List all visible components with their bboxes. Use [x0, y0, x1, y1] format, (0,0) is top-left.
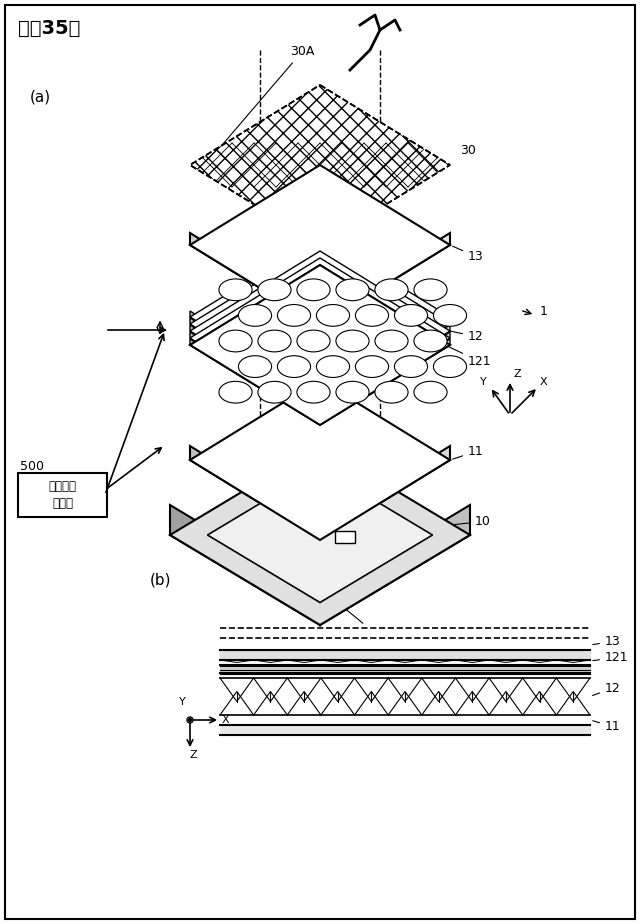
Polygon shape: [320, 339, 450, 425]
Ellipse shape: [355, 356, 388, 378]
Text: 10: 10: [452, 515, 491, 528]
Polygon shape: [170, 445, 470, 625]
Ellipse shape: [239, 305, 271, 326]
Text: Z: Z: [189, 750, 197, 760]
Text: 20: 20: [302, 537, 341, 563]
Polygon shape: [190, 244, 450, 404]
Polygon shape: [190, 265, 450, 425]
Ellipse shape: [297, 330, 330, 352]
Polygon shape: [320, 318, 450, 404]
Polygon shape: [190, 339, 320, 425]
Polygon shape: [190, 233, 320, 325]
Polygon shape: [320, 311, 450, 397]
Ellipse shape: [316, 305, 349, 326]
Ellipse shape: [297, 279, 330, 300]
Ellipse shape: [219, 279, 252, 300]
Ellipse shape: [394, 305, 428, 326]
Text: 30A: 30A: [207, 45, 314, 163]
Text: X: X: [222, 715, 230, 725]
Ellipse shape: [414, 382, 447, 403]
Ellipse shape: [336, 330, 369, 352]
Text: 13: 13: [452, 246, 484, 263]
Ellipse shape: [277, 356, 310, 378]
Text: X: X: [540, 377, 548, 387]
Ellipse shape: [433, 305, 467, 326]
Polygon shape: [320, 505, 470, 625]
Text: 表示位置
変更部: 表示位置 変更部: [49, 480, 77, 510]
Ellipse shape: [258, 382, 291, 403]
Polygon shape: [207, 468, 433, 602]
Circle shape: [187, 717, 193, 723]
Polygon shape: [190, 251, 450, 411]
Bar: [335, 531, 355, 543]
Polygon shape: [190, 325, 320, 411]
Ellipse shape: [433, 356, 467, 378]
Polygon shape: [170, 505, 320, 625]
Ellipse shape: [336, 279, 369, 300]
Polygon shape: [190, 237, 450, 397]
Circle shape: [189, 719, 191, 722]
Text: 121: 121: [593, 651, 628, 664]
Text: 1: 1: [540, 305, 548, 318]
Ellipse shape: [239, 356, 271, 378]
Text: 11: 11: [452, 445, 484, 459]
FancyBboxPatch shape: [18, 473, 107, 517]
Text: Z: Z: [513, 369, 520, 379]
Ellipse shape: [336, 382, 369, 403]
Polygon shape: [190, 165, 450, 325]
Text: Y: Y: [179, 697, 186, 707]
Polygon shape: [190, 258, 450, 418]
Text: 12: 12: [448, 330, 484, 343]
Ellipse shape: [375, 382, 408, 403]
Text: 》図35》: 》図35》: [18, 19, 81, 38]
Polygon shape: [190, 332, 320, 418]
Ellipse shape: [297, 382, 330, 403]
Text: 13: 13: [593, 635, 621, 648]
Text: 12: 12: [593, 682, 621, 696]
Polygon shape: [190, 318, 320, 404]
Text: Y: Y: [480, 377, 487, 387]
Ellipse shape: [375, 330, 408, 352]
Text: 500: 500: [20, 460, 44, 473]
Ellipse shape: [414, 279, 447, 300]
Text: 11: 11: [593, 720, 621, 733]
Polygon shape: [320, 233, 450, 325]
Ellipse shape: [355, 305, 388, 326]
Polygon shape: [190, 380, 450, 540]
Text: 30,30A: 30,30A: [315, 595, 363, 623]
Polygon shape: [320, 332, 450, 418]
Ellipse shape: [258, 330, 291, 352]
Ellipse shape: [414, 330, 447, 352]
Ellipse shape: [258, 279, 291, 300]
Text: 121: 121: [447, 346, 492, 368]
Ellipse shape: [277, 305, 310, 326]
Ellipse shape: [219, 382, 252, 403]
Text: (a): (a): [30, 89, 51, 104]
Polygon shape: [190, 85, 450, 245]
Text: 30: 30: [460, 143, 476, 156]
Polygon shape: [190, 265, 450, 425]
Polygon shape: [320, 446, 450, 540]
Ellipse shape: [219, 330, 252, 352]
Ellipse shape: [375, 279, 408, 300]
Ellipse shape: [394, 356, 428, 378]
Ellipse shape: [316, 356, 349, 378]
Polygon shape: [190, 311, 320, 397]
Polygon shape: [190, 446, 320, 540]
Text: (b): (b): [150, 573, 172, 588]
Polygon shape: [320, 325, 450, 411]
